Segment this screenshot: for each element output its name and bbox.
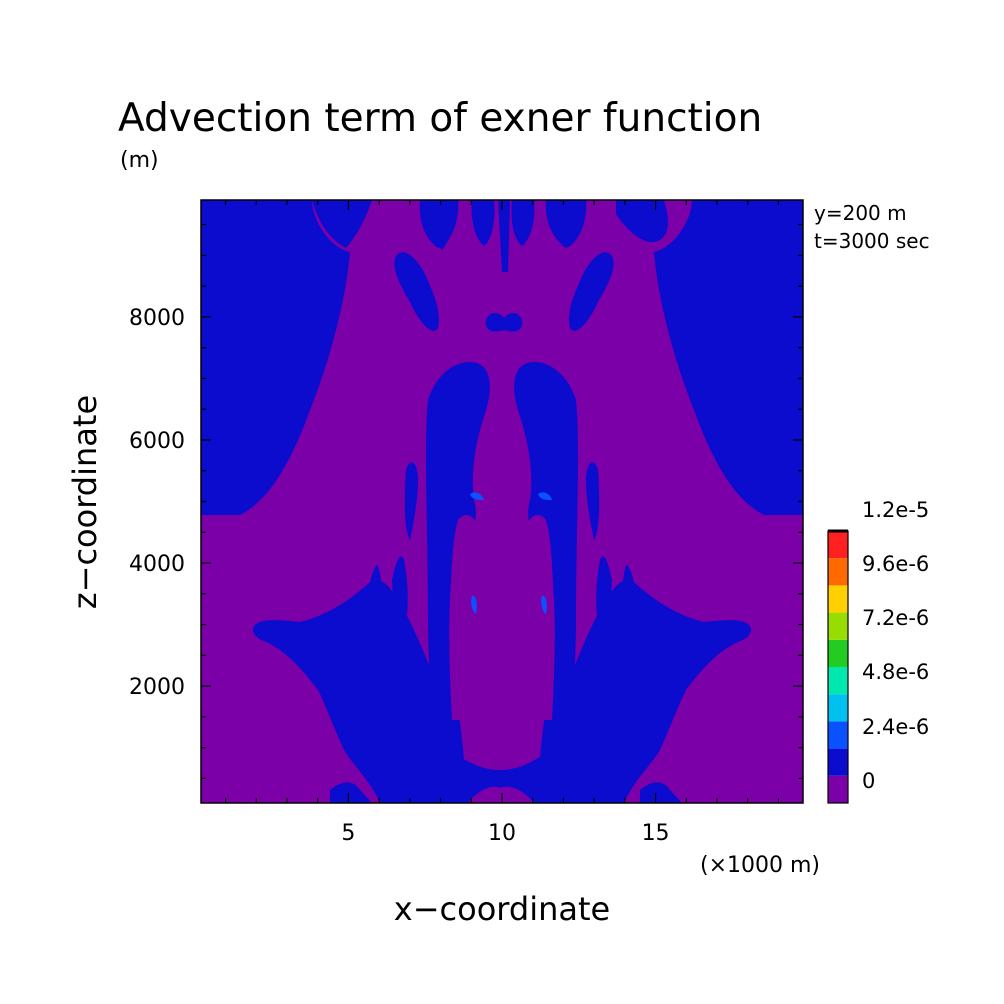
contour-region <box>366 565 383 620</box>
contour-region <box>586 462 600 540</box>
contour-region <box>545 200 587 248</box>
contour-region <box>511 200 535 246</box>
annotation-y: y=200 m <box>814 201 907 225</box>
contour-region <box>470 492 484 500</box>
contour-region <box>525 515 555 720</box>
contour-region <box>552 579 752 803</box>
contour-region <box>404 462 418 540</box>
y-tick-label: 2000 <box>129 675 185 700</box>
chart-title: Advection term of exner function <box>118 96 762 141</box>
contour-region <box>510 596 526 700</box>
contour-region <box>621 565 638 620</box>
colorbar-cell <box>828 531 848 559</box>
contour-region <box>201 200 458 515</box>
contour-region <box>449 515 479 720</box>
contour-region <box>616 200 668 243</box>
colorbar-cell <box>828 585 848 613</box>
x-axis-label: x−coordinate <box>394 890 610 928</box>
contour-region <box>392 556 408 630</box>
contour-region <box>252 579 452 803</box>
x-tick-label: 15 <box>642 821 670 846</box>
colorbar-cell <box>828 667 848 695</box>
contour-region <box>471 595 477 614</box>
contour-region <box>596 556 612 630</box>
colorbar-label: 1.2e-5 <box>862 498 929 522</box>
contour-region <box>538 492 552 500</box>
y-tick-label: 6000 <box>129 429 185 454</box>
y-tick-label: 4000 <box>129 552 185 577</box>
contour-region <box>498 200 510 272</box>
contour-region <box>478 596 494 700</box>
colorbar-cell <box>828 639 848 667</box>
colorbar-label: 4.8e-6 <box>862 660 929 684</box>
contour-region <box>569 252 614 331</box>
contour-region <box>440 740 562 803</box>
contour-region <box>640 782 682 803</box>
colorbar-cell <box>828 694 848 722</box>
contour-region <box>541 595 547 614</box>
annotation-t: t=3000 sec <box>814 229 930 253</box>
colorbar-cell <box>828 775 848 803</box>
contour-field <box>201 200 803 803</box>
contour-region <box>468 786 534 803</box>
colorbar-cell <box>828 558 848 586</box>
y-tick-label: 8000 <box>129 306 185 331</box>
colorbar-cell <box>828 612 848 640</box>
colorbar-label: 7.2e-6 <box>862 606 929 630</box>
x-tick-label: 10 <box>488 821 516 846</box>
y-unit-label: (m) <box>120 148 159 173</box>
axis-tick-labels: 5 10 15 2000 4000 6000 8000 <box>129 306 670 846</box>
x-unit-label: (×1000 m) <box>700 853 820 878</box>
colorbar-label: 0 <box>862 769 875 793</box>
contour-region <box>394 252 439 331</box>
y-axis-label: z−coordinate <box>66 395 104 609</box>
x-tick-label: 5 <box>341 821 355 846</box>
colorbar: 0 2.4e-6 4.8e-6 7.2e-6 9.6e-6 1.2e-5 <box>827 498 929 804</box>
colorbar-cell <box>828 721 848 749</box>
colorbar-cell <box>828 748 848 776</box>
colorbar-label: 2.4e-6 <box>862 715 929 739</box>
contour-region <box>497 638 513 664</box>
contour-region <box>654 200 803 515</box>
contour-region <box>485 313 523 332</box>
contour-region <box>330 782 372 803</box>
contour-region <box>419 200 459 248</box>
colorbar-label: 9.6e-6 <box>862 552 929 576</box>
contour-region <box>471 200 495 246</box>
axis-ticks <box>201 200 803 803</box>
contour-region <box>499 556 508 576</box>
